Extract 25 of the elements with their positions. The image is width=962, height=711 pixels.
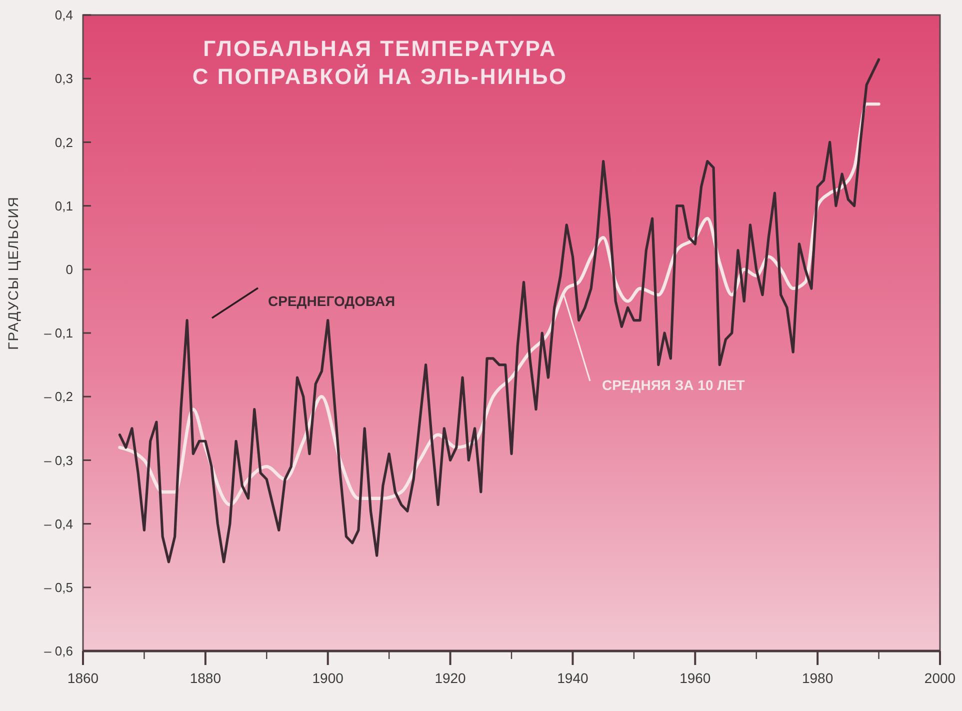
series-label: СРЕДНЕГОДОВАЯ [268, 293, 396, 309]
y-tick-label: – 0,2 [44, 389, 73, 404]
y-tick-label: – 0,6 [44, 644, 73, 659]
x-tick-label: 1940 [557, 670, 588, 686]
y-tick-label: 0,4 [54, 8, 73, 23]
text: СРЕДНЯЯ ЗА 10 ЛЕТ [602, 377, 746, 393]
y-tick-label: 0 [66, 262, 73, 277]
text: ГЛОБАЛЬНАЯ ТЕМПЕРАТУРА [203, 36, 557, 61]
y-tick-label: – 0,3 [44, 452, 73, 468]
x-tick-label: 1880 [190, 670, 222, 686]
x-tick-label: 2000 [924, 670, 956, 686]
text: С ПОПРАВКОЙ НА ЭЛЬ-НИНЬО [192, 64, 568, 89]
line-series [118, 58, 880, 564]
y-tick-label: 0,2 [54, 134, 73, 150]
y-tick-label: – 0,1 [44, 326, 73, 341]
x-tick-label: 1860 [67, 670, 99, 686]
y-tick-label: – 0,5 [44, 580, 73, 595]
y-tick-label: 0,3 [54, 71, 73, 86]
x-tick-label: 1980 [802, 670, 834, 686]
x-tick-label: 1900 [312, 670, 344, 686]
y-tick-label: 0,1 [54, 198, 73, 214]
y-tick-label: – 0,4 [44, 516, 73, 532]
x-tick-label: 1920 [434, 670, 466, 686]
y-axis-title: ГРАДУСЫ ЦЕЛЬСИЯ [5, 196, 21, 350]
x-tick-label: 1960 [680, 670, 711, 686]
